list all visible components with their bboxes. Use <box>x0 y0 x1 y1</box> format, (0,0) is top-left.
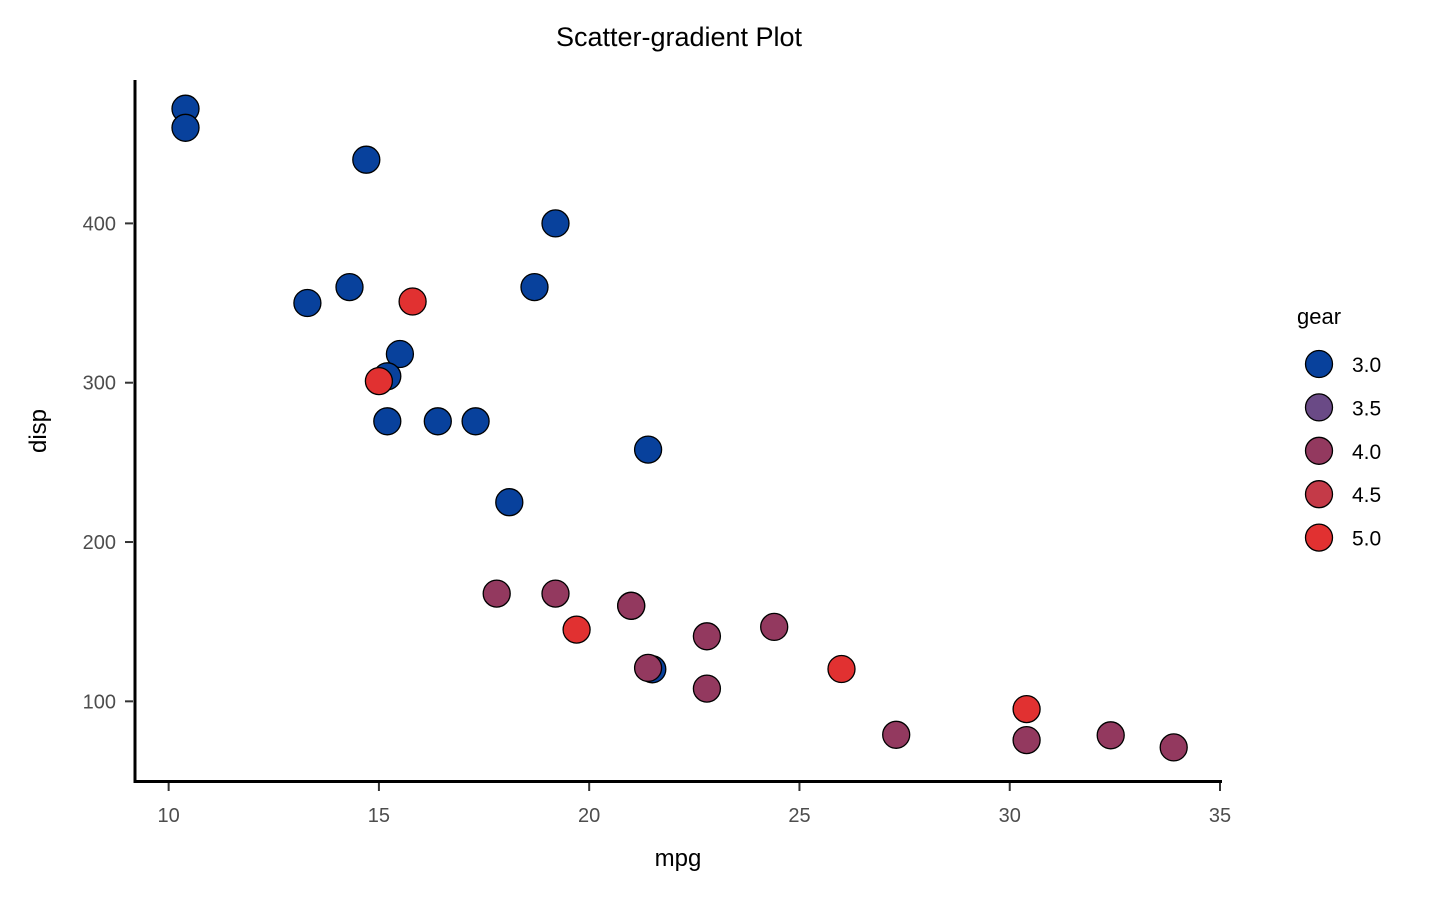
x-tick-label: 25 <box>788 805 810 827</box>
legend-key <box>1304 393 1334 422</box>
y-tick-label: 400 <box>83 213 116 235</box>
y-tick-label: 100 <box>83 691 116 713</box>
legend-label: 3.0 <box>1352 354 1381 377</box>
data-point <box>293 288 322 318</box>
legend-key <box>1304 480 1334 509</box>
legend-key <box>1304 523 1334 552</box>
legend: gear 3.0 3.5 4.0 4.5 5.0 <box>1297 304 1381 552</box>
data-point <box>633 653 663 683</box>
x-tick-label: 20 <box>578 805 600 827</box>
y-axis-ticks: 100 200 300 400 <box>83 213 133 713</box>
data-point <box>495 488 524 517</box>
chart-title: Scatter-gradient Plot <box>556 22 803 52</box>
legend-label: 5.0 <box>1352 528 1381 551</box>
x-axis-title: mpg <box>655 845 702 872</box>
legend-title: gear <box>1297 304 1341 329</box>
x-axis-ticks: 10 15 20 25 30 35 <box>158 783 1231 827</box>
data-point <box>1012 725 1041 755</box>
data-point <box>541 209 570 238</box>
data-point <box>335 272 364 302</box>
data-point <box>1012 694 1041 724</box>
data-point <box>541 579 570 608</box>
data-point <box>520 272 549 302</box>
legend-key <box>1304 436 1334 465</box>
data-point <box>692 674 722 703</box>
data-point <box>364 366 394 396</box>
y-tick-label: 200 <box>83 532 116 554</box>
legend-label: 3.5 <box>1352 397 1381 420</box>
data-point <box>562 615 591 644</box>
x-tick-label: 30 <box>999 805 1021 827</box>
data-point <box>373 407 402 436</box>
legend-entries: 3.0 3.5 4.0 4.5 5.0 <box>1304 349 1381 552</box>
data-point <box>692 622 722 651</box>
data-point <box>827 654 856 684</box>
data-point <box>171 113 200 142</box>
y-tick-label: 300 <box>83 373 116 395</box>
data-point <box>1159 733 1188 762</box>
data-point <box>760 612 789 642</box>
data-point <box>633 435 663 464</box>
data-point <box>1096 721 1125 750</box>
x-tick-label: 15 <box>368 805 390 827</box>
data-point <box>617 591 646 620</box>
x-tick-label: 35 <box>1209 805 1231 827</box>
legend-key <box>1304 349 1334 379</box>
data-point <box>385 339 415 369</box>
data-point <box>482 579 511 608</box>
points-layer <box>171 94 1188 762</box>
y-axis-title: disp <box>25 409 52 453</box>
x-tick-label: 10 <box>158 805 180 827</box>
legend-label: 4.0 <box>1352 441 1381 464</box>
data-point <box>423 407 452 436</box>
data-point <box>882 720 911 749</box>
data-point <box>461 407 490 436</box>
data-point <box>352 145 381 174</box>
legend-label: 4.5 <box>1352 484 1381 507</box>
data-point <box>398 287 427 316</box>
